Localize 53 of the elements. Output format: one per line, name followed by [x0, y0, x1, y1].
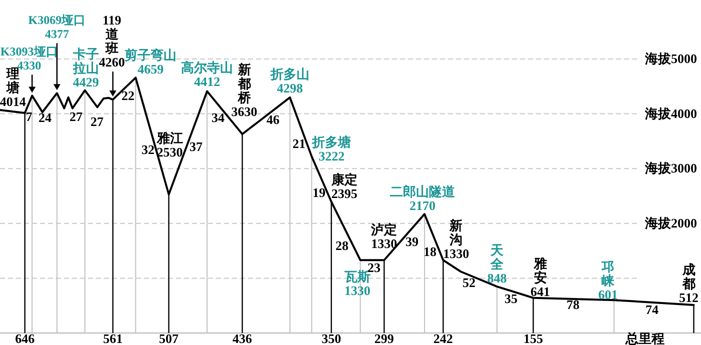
annotation: 21 — [292, 136, 306, 151]
annotation: 28 — [336, 238, 349, 253]
annotation: 27 — [90, 114, 104, 129]
annotation: 35 — [504, 291, 518, 306]
annotation: 新都桥 3630 — [231, 62, 258, 120]
annotation: 24 — [38, 110, 52, 125]
annotation: 康定 2395 — [330, 172, 358, 201]
annotation: 78 — [566, 297, 580, 312]
annotation: 卡子拉山 4429 — [72, 46, 100, 90]
annotation: K3069垭口 4377 — [28, 13, 86, 42]
y-tick-label: 3000 — [671, 160, 697, 176]
annotation: 折多塘 3222 — [311, 134, 352, 164]
annotation: 19 — [312, 185, 326, 200]
annotation: 32 — [142, 142, 154, 157]
text: 海拔 — [645, 106, 671, 121]
annotation: 邛崃 601 — [598, 259, 618, 302]
annotation: 46 — [266, 112, 280, 127]
x-tick-label: 436 — [232, 331, 253, 345]
annotation: 成都 512 — [679, 262, 698, 305]
annotation: 74 — [646, 302, 659, 317]
annotation: 泸定 1330 — [370, 222, 398, 252]
annotation: 37 — [190, 139, 203, 154]
annotation: 119道班 4260 — [98, 12, 125, 70]
annotation: 新沟 1330 — [443, 218, 470, 262]
x-tick-label: 646 — [15, 331, 36, 345]
text: 海拔 — [645, 160, 671, 176]
x-tick-label: 350 — [322, 331, 342, 345]
annotation: 高尔寺山 4412 — [181, 60, 234, 90]
x-tick-label: 155 — [524, 331, 544, 345]
annotation: 27 — [70, 109, 83, 124]
annotation: 34 — [212, 110, 225, 125]
annotation: 剪子弯山 4659 — [124, 48, 177, 77]
annotation: 雅江 2530 — [156, 130, 183, 160]
annotation: 39 — [406, 234, 419, 249]
annotation: 18 — [424, 244, 437, 259]
annotation: 雅安 641 — [530, 256, 550, 299]
annotation: 52 — [462, 275, 476, 290]
annotation: 7 — [26, 109, 33, 124]
text: 海拔 — [645, 51, 671, 66]
annotation: 二郎山隧道 2170 — [390, 184, 456, 214]
x-tick-label: 507 — [159, 331, 180, 345]
y-tick-label: 4000 — [671, 106, 697, 121]
x-tick-label: 561 — [103, 331, 123, 345]
annotation: 天全 848 — [487, 242, 508, 286]
annotation: 折多山 4298 — [269, 66, 310, 96]
x-tick-label: 242 — [433, 331, 453, 345]
y-tick-label: 5000 — [671, 51, 697, 66]
x-tick-label: 299 — [374, 331, 394, 345]
y-axis-title: 海拔 — [644, 215, 672, 230]
x-axis-title: 总里程 — [624, 331, 664, 345]
annotation: 瓦斯 1330 — [343, 269, 370, 298]
y-tick-label: 2000 — [671, 215, 697, 230]
annotation: 22 — [122, 88, 134, 103]
